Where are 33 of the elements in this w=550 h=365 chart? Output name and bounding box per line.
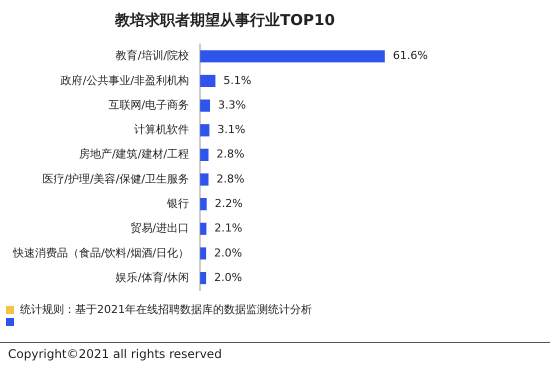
y-tick-label: 娱乐/体育/休闲 (116, 270, 190, 284)
bar (200, 124, 210, 136)
chart-title: 教培求职者期望从事行业TOP10 (114, 10, 335, 29)
data-label: 3.3% (218, 98, 246, 112)
y-tick-label: 快速消费品（食品/饮料/烟酒/日化） (12, 246, 190, 260)
y-tick-label: 银行 (166, 197, 190, 210)
text: 统计规则：基于2021年在线招聘数据库的数据监测统计分析 (20, 302, 312, 317)
data-label: 2.1% (214, 222, 242, 235)
data-label: 3.1% (217, 123, 246, 136)
bar (200, 247, 206, 260)
y-tick-label: 医疗/护理/美容/保健/卫生服务 (42, 172, 190, 186)
bar (200, 222, 206, 235)
y-tick-label: 政府/公共事业/非盈利机构 (60, 74, 190, 87)
bar (200, 272, 206, 284)
data-label: 61.6% (392, 49, 428, 62)
y-tick-label: 计算机软件 (134, 123, 190, 136)
y-tick-label: 教育/培训/院校 (116, 49, 190, 62)
bar (200, 198, 207, 210)
data-label: 5.1% (223, 74, 252, 87)
text: Copyright©2021 all rights reserved (8, 347, 222, 361)
y-tick-label: 房地产/建筑/建材/工程 (78, 148, 190, 161)
data-label: 2.2% (214, 197, 243, 210)
bar (200, 100, 210, 112)
data-label: 2.0% (214, 270, 242, 284)
bar (200, 50, 385, 62)
bar (200, 74, 216, 88)
bar (200, 148, 209, 161)
data-label: 2.0% (214, 246, 242, 260)
data-label: 2.8% (216, 172, 244, 186)
bar (200, 173, 209, 186)
data-label: 2.8% (216, 148, 244, 161)
y-tick-label: 互联网/电子商务 (108, 98, 190, 112)
y-tick-label: 贸易/进出口 (130, 222, 190, 235)
